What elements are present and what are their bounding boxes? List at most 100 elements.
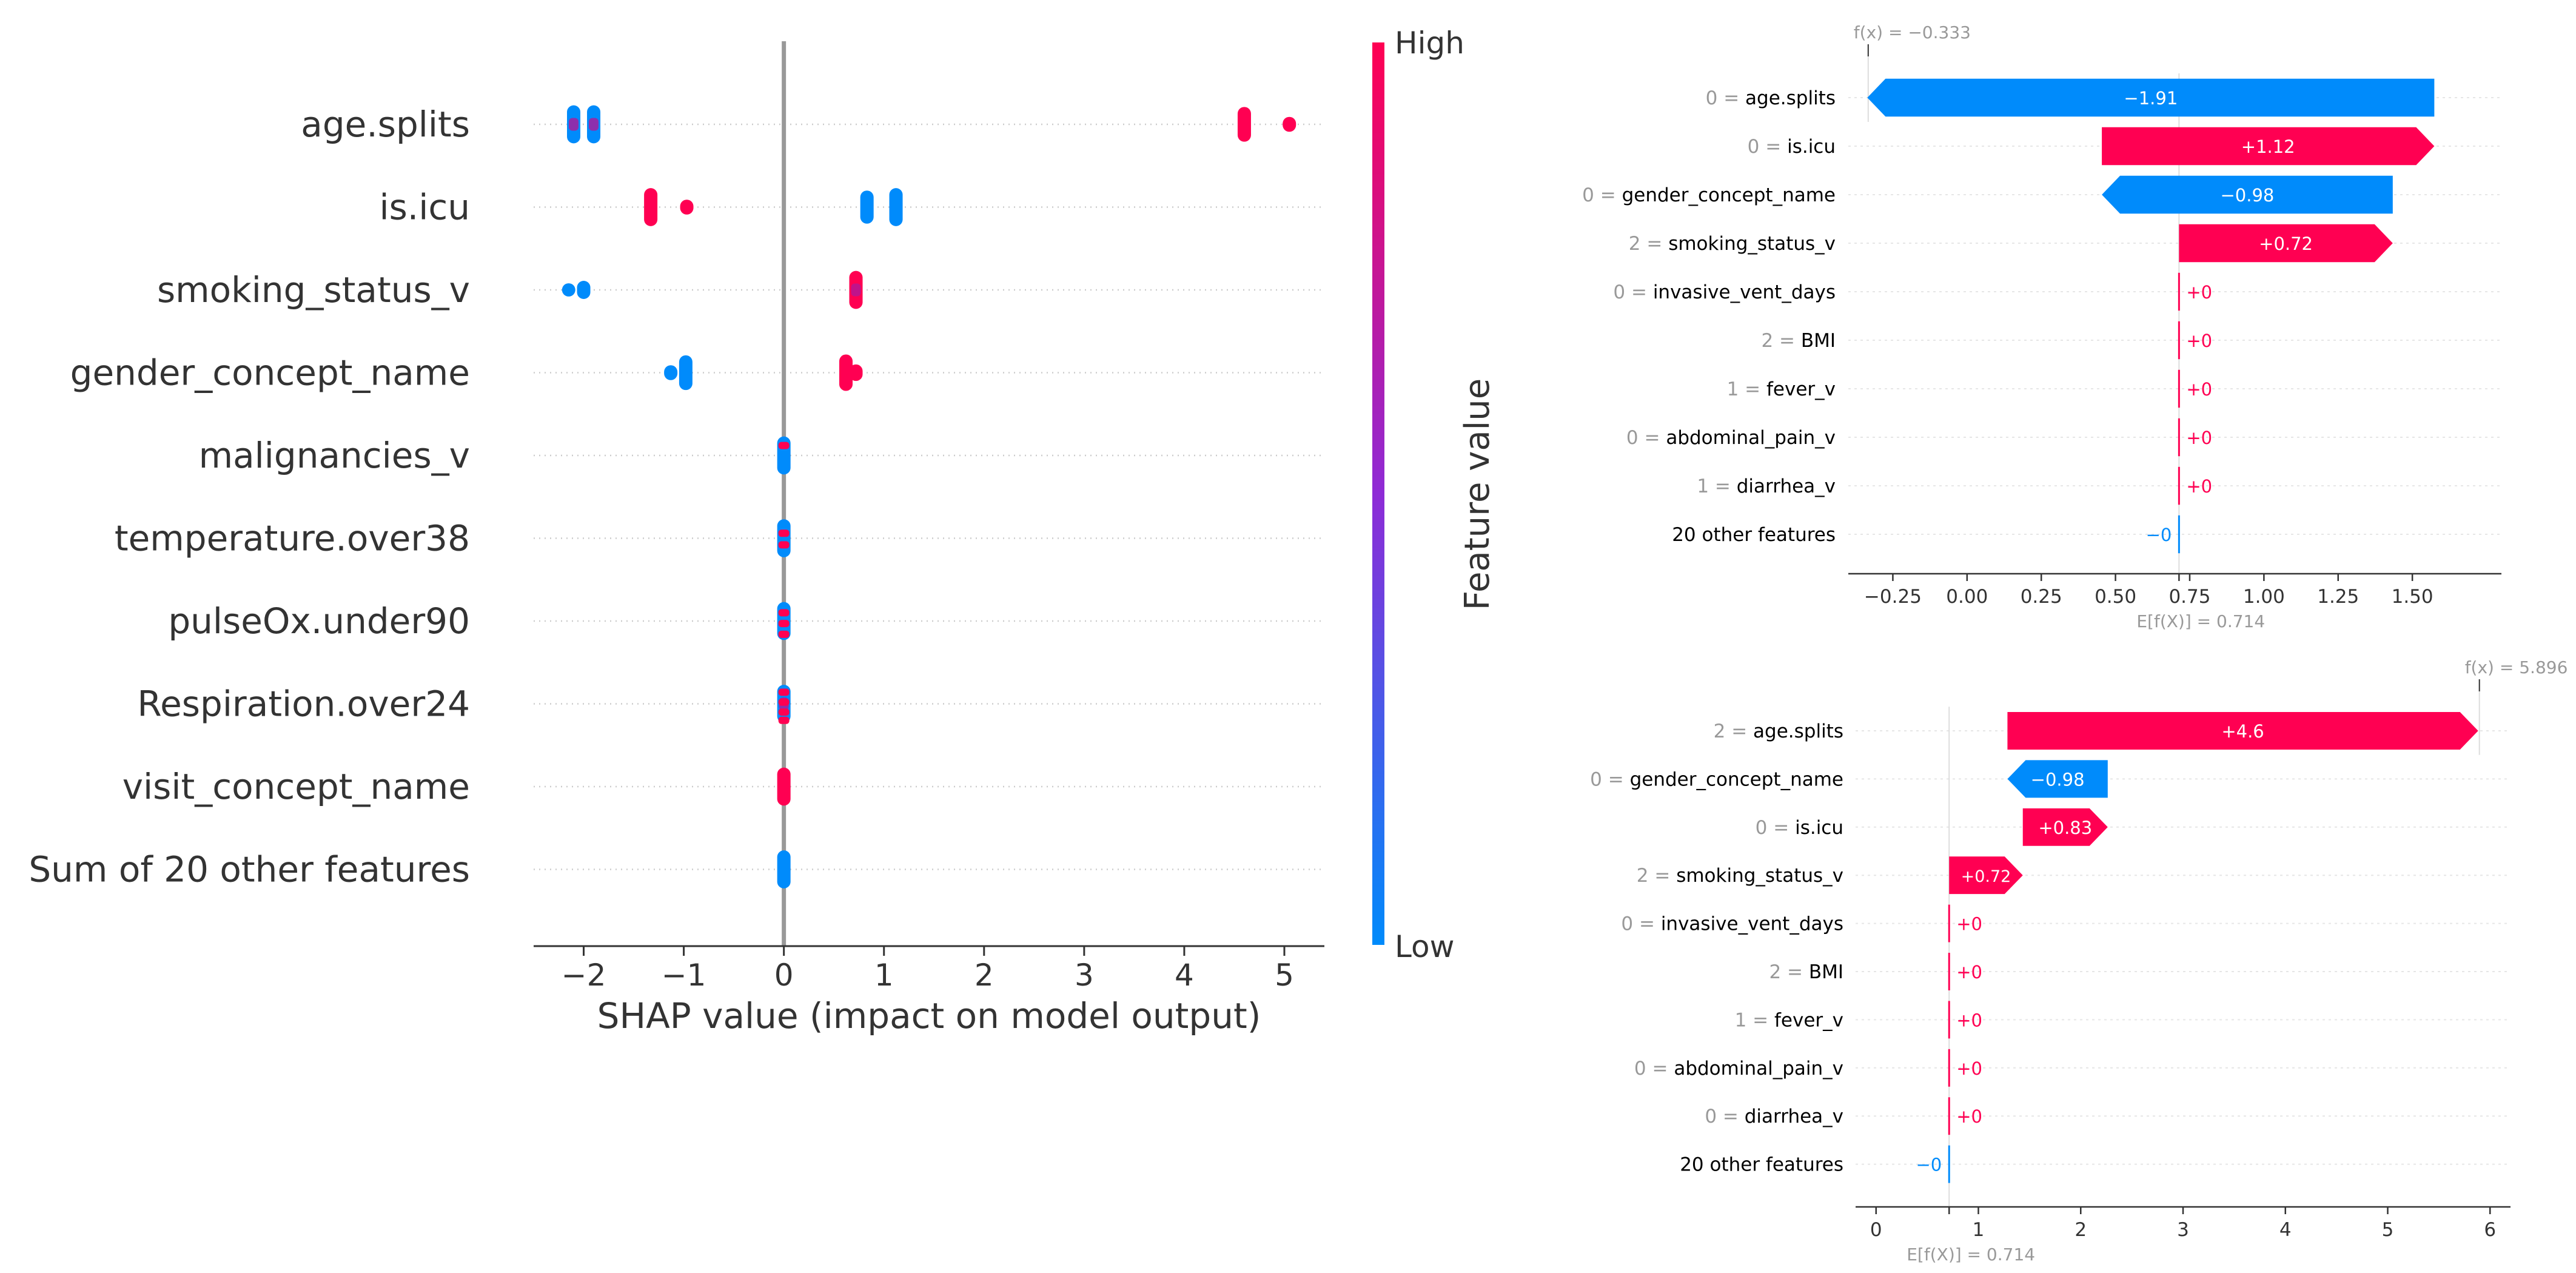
swarm-cluster (664, 365, 678, 380)
swarm-cluster (777, 767, 791, 806)
contribution-label: −0 (1916, 1155, 1942, 1175)
swarm-cluster (577, 280, 591, 300)
swarm-cluster (839, 354, 853, 391)
swarm-cluster (1283, 116, 1296, 132)
positive-contribution-bar (2022, 808, 2108, 846)
colorbar (1372, 42, 1384, 945)
swarm-cluster (680, 200, 694, 215)
contribution-label: +0 (1956, 914, 1982, 935)
swarm-cluster (777, 850, 791, 888)
expected-value-annotation: E[f(X)] = 0.714 (1907, 1244, 2035, 1265)
x-tick-label: 6 (2484, 1219, 2496, 1241)
feature-label: 2 = age.splits (1714, 720, 1843, 742)
x-tick-label: 4 (1175, 958, 1194, 993)
contribution-label: +0 (2186, 476, 2212, 497)
x-tick-label: 2 (974, 958, 994, 993)
x-tick-label: 0 (774, 958, 794, 993)
feature-label: 0 = is.icu (1748, 136, 1836, 158)
swarm-cluster (1237, 107, 1251, 142)
swarm-high-point (778, 541, 790, 549)
colorbar-low-label: Low (1395, 929, 1454, 964)
swarm-high-point (778, 529, 790, 537)
fx-annotation: f(x) = 5.896 (2465, 657, 2568, 677)
contribution-label: +0 (2186, 428, 2212, 448)
contribution-label: +1.12 (2241, 136, 2295, 157)
negative-contribution-bar (2102, 175, 2393, 214)
feature-label: 0 = abdominal_pain_v (1634, 1058, 1843, 1080)
fx-annotation: f(x) = −0.333 (1854, 22, 1971, 42)
x-tick-label: 0.25 (2021, 586, 2062, 608)
expected-value-annotation: E[f(X)] = 0.714 (2136, 611, 2265, 631)
feature-label: Respiration.over24 (137, 684, 470, 725)
swarm-high-point (778, 609, 790, 617)
negative-contribution-bar (2007, 760, 2108, 798)
swarm-high-point (778, 698, 790, 706)
feature-label: 2 = BMI (1761, 330, 1836, 352)
feature-label: 0 = age.splits (1706, 87, 1836, 109)
contribution-label: +0.72 (1961, 867, 2011, 886)
swarm-high-point (778, 630, 790, 638)
swarm-high-point (778, 688, 790, 696)
feature-label: pulseOx.under90 (168, 600, 470, 642)
contribution-label: +0 (1956, 962, 1982, 982)
x-tick-label: 2 (2075, 1219, 2087, 1241)
colorbar-high-label: High (1395, 25, 1464, 61)
feature-label: 0 = is.icu (1756, 817, 1843, 839)
x-tick-label: 1 (1973, 1219, 1985, 1241)
waterfall-panel-top: 0 = age.splits −1.91 0 = is.icu +1.12 0 = ge… (1582, 22, 2501, 631)
feature-label: 0 = gender_concept_name (1582, 184, 1836, 206)
feature-label: 2 = smoking_status_v (1637, 865, 1843, 887)
x-tick-label: 0 (1870, 1219, 1882, 1241)
x-tick-label: 3 (1075, 958, 1094, 993)
x-tick-label: 0.50 (2095, 586, 2136, 608)
x-tick-label: 0.00 (1946, 586, 1988, 608)
contribution-label: +0.83 (2038, 818, 2092, 838)
feature-label: visit_concept_name (122, 766, 470, 807)
feature-label: 0 = abdominal_pain_v (1626, 427, 1836, 449)
feature-label: malignancies_v (199, 435, 470, 476)
contribution-label: −0.98 (2031, 769, 2085, 790)
positive-contribution-bar (2102, 127, 2435, 166)
swarm-cluster (777, 519, 791, 557)
beeswarm-panel: age.splits is.icu smoking_status_v gender_c… (29, 25, 1497, 1036)
swarm-high-point (778, 442, 790, 449)
waterfall-panel-bottom: 2 = age.splits +4.6 0 = gender_concept_nam… (1590, 657, 2568, 1265)
negative-contribution-bar (1867, 78, 2435, 117)
contribution-label: +4.6 (2221, 721, 2264, 742)
contribution-label: +0 (2186, 379, 2212, 400)
feature-label: Sum of 20 other features (29, 849, 470, 890)
swarm-mixed-points (589, 118, 599, 131)
x-tick-label: 1.25 (2317, 586, 2359, 608)
contribution-label: −1.91 (2124, 88, 2178, 109)
swarm-cluster (644, 188, 658, 226)
feature-label: 0 = invasive_vent_days (1613, 281, 1836, 303)
x-tick-label: 3 (2177, 1219, 2189, 1241)
x-tick-label: −1 (662, 958, 706, 993)
swarm-high-point (778, 620, 790, 628)
contribution-label: +0 (2186, 331, 2212, 351)
x-tick-label: −2 (562, 958, 606, 993)
feature-label: 1 = diarrhea_v (1697, 475, 1836, 497)
feature-label: smoking_status_v (157, 269, 470, 311)
positive-contribution-bar (2007, 712, 2478, 750)
feature-label: temperature.over38 (115, 518, 470, 559)
feature-label: 2 = BMI (1769, 961, 1843, 983)
contribution-label: +0 (1956, 1106, 1982, 1127)
x-tick-label: 4 (2279, 1219, 2292, 1241)
swarm-cluster (679, 355, 693, 391)
x-tick-label: 1.50 (2392, 586, 2433, 608)
swarm-cluster (889, 188, 903, 226)
x-tick-label: −0.25 (1864, 586, 1922, 608)
swarm-mixed-points (569, 118, 579, 131)
x-axis-label: SHAP value (impact on model output) (597, 995, 1261, 1036)
feature-label: 20 other features (1680, 1154, 1843, 1176)
positive-contribution-bar (1949, 856, 2023, 895)
contribution-label: +0 (1956, 1058, 1982, 1079)
feature-label: 1 = fever_v (1727, 378, 1836, 400)
swarm-mixed-points (851, 283, 861, 297)
colorbar-title: Feature value (1458, 378, 1497, 610)
contribution-label: +0 (2186, 282, 2212, 303)
feature-label: 20 other features (1672, 524, 1836, 546)
contribution-label: +0.72 (2259, 233, 2313, 254)
